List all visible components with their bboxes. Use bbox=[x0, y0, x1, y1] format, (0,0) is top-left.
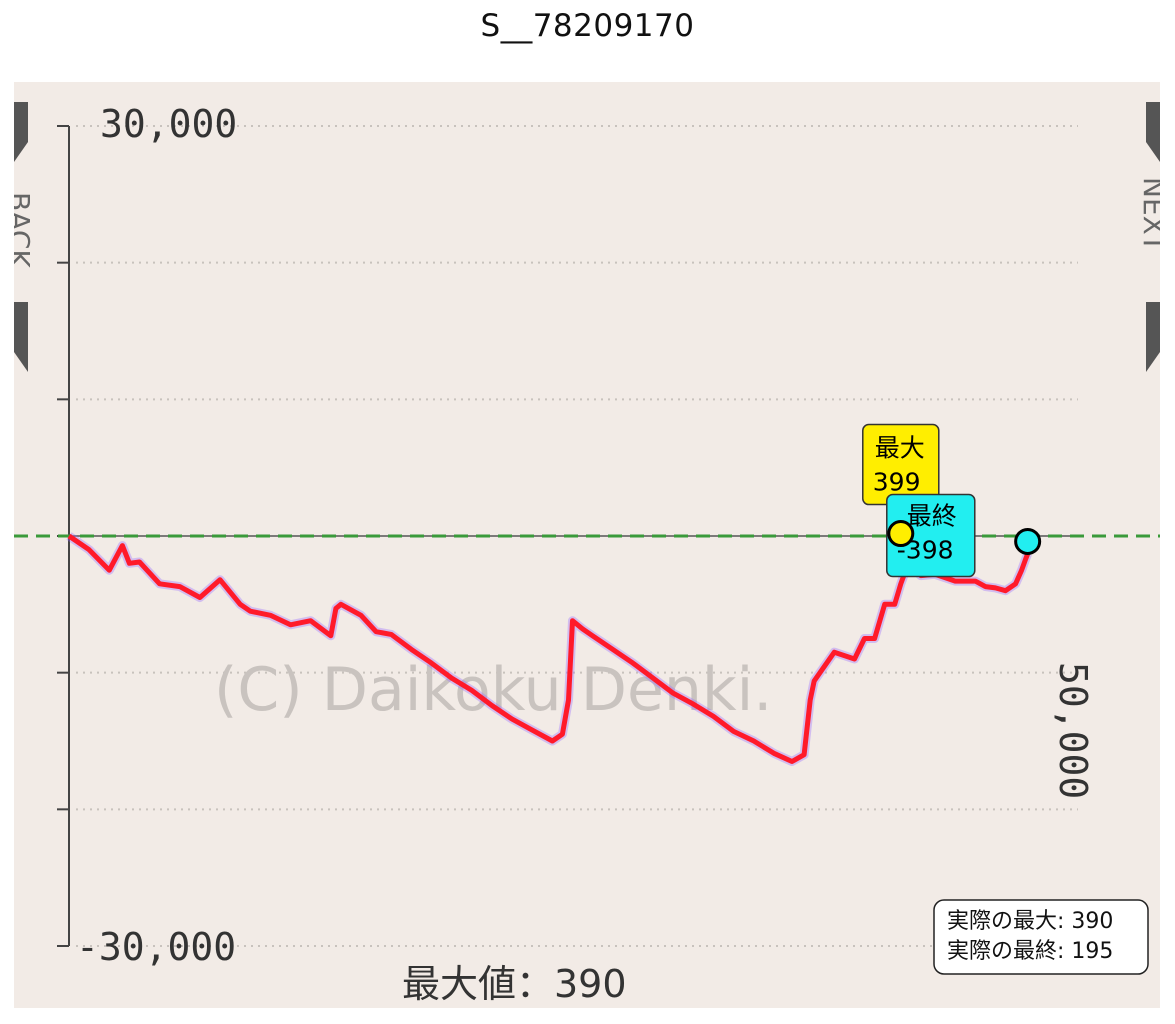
series-line bbox=[66, 532, 1032, 766]
series-line-0 bbox=[67, 533, 1031, 764]
final-marker bbox=[1014, 527, 1042, 555]
y-tick-label-top: 30,000 bbox=[100, 102, 237, 146]
final-callout-label: 最終 bbox=[907, 502, 957, 531]
stats-actual-max: 実際の最大: 390 bbox=[947, 909, 1113, 934]
watermark-text: (C) Daikoku Denki. bbox=[214, 655, 772, 725]
final-callout-box bbox=[886, 493, 976, 578]
x-tick-label: 50,000 bbox=[1051, 662, 1095, 799]
max-marker bbox=[887, 520, 915, 548]
series-glow-0 bbox=[66, 532, 1032, 766]
chart-panel: (C) Daikoku Denki. BACK NEXT 30,000 -30,… bbox=[14, 82, 1160, 1008]
back-label: BACK bbox=[14, 192, 36, 268]
max-callout-value: 399 bbox=[873, 468, 921, 497]
next-arrow-icon[interactable]: NEXT bbox=[1137, 102, 1160, 372]
stats-box: 実際の最大: 390 実際の最終: 195 bbox=[933, 899, 1149, 975]
next-label: NEXT bbox=[1137, 177, 1160, 252]
y-tick-label-bottom: -30,000 bbox=[76, 925, 236, 969]
y-axis bbox=[14, 125, 1160, 947]
grid-lines bbox=[76, 125, 1078, 947]
line-chart: (C) Daikoku Denki. BACK NEXT 30,000 -30,… bbox=[14, 102, 1160, 1006]
back-arrow-icon[interactable]: BACK bbox=[14, 102, 36, 372]
stats-actual-final: 実際の最終: 195 bbox=[947, 939, 1113, 964]
page-title: S__78209170 bbox=[480, 8, 695, 44]
max-callout-label: 最大 bbox=[875, 434, 925, 463]
footer-label: 最大値：390 bbox=[402, 962, 627, 1006]
